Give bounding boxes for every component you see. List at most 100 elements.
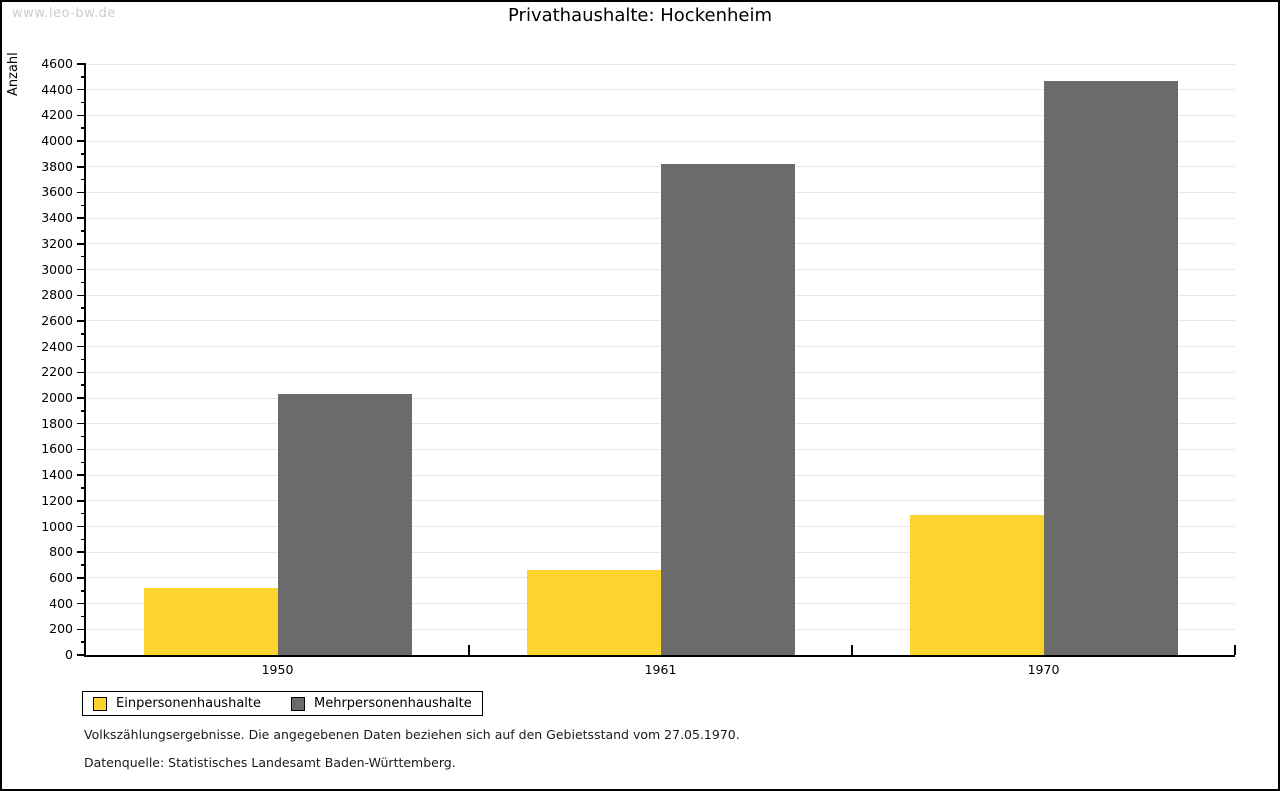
y-major-tick	[77, 294, 86, 296]
y-tick-label: 600	[49, 569, 73, 585]
legend-label: Mehrpersonenhaushalte	[314, 696, 472, 711]
y-major-tick	[77, 371, 86, 374]
y-tick-label: 3600	[41, 184, 73, 200]
y-tick-label: 2600	[41, 312, 73, 328]
gridline	[86, 114, 1235, 116]
legend-swatch-icon	[291, 696, 305, 711]
footnote-datenquelle: Datenquelle: Statistisches Landesamt Bad…	[84, 755, 456, 770]
x-tick-label-1950: 1950	[261, 662, 294, 677]
y-minor-tick	[81, 204, 86, 207]
y-minor-tick	[81, 153, 86, 155]
bar-mehrpersonenhaushalte-1970	[1043, 80, 1178, 655]
gridline	[86, 63, 1235, 65]
y-major-tick	[77, 88, 86, 91]
y-minor-tick	[81, 590, 86, 592]
y-major-tick	[77, 577, 86, 579]
y-major-tick	[77, 628, 86, 631]
y-minor-tick	[81, 384, 86, 386]
bar-mehrpersonenhaushalte-1950	[277, 394, 412, 655]
y-tick-label: 1800	[41, 415, 73, 431]
legend-entry: Einpersonenhaushalte	[93, 696, 261, 711]
y-major-tick	[77, 217, 86, 219]
y-tick-label: 200	[49, 621, 73, 637]
y-major-tick	[77, 114, 86, 117]
y-tick-label: 4400	[41, 81, 73, 97]
y-minor-tick	[81, 101, 86, 104]
y-major-tick	[77, 63, 86, 65]
bar-mehrpersonenhaushalte-1961	[660, 164, 795, 655]
x-tick-label-1970: 1970	[1027, 662, 1060, 677]
legend-swatch-icon	[93, 696, 107, 711]
y-tick-label: 2000	[41, 390, 73, 406]
y-axis-title: Anzahl	[6, 52, 21, 96]
y-minor-tick	[81, 333, 86, 335]
y-major-tick	[77, 602, 86, 605]
y-minor-tick	[81, 461, 86, 464]
y-major-tick	[77, 474, 86, 476]
y-minor-tick	[81, 538, 86, 541]
y-tick-label: 4200	[41, 107, 73, 123]
x-tick-label-1961: 1961	[644, 662, 677, 677]
gridline	[86, 140, 1235, 142]
y-tick-label: 800	[49, 544, 73, 560]
y-minor-tick	[81, 358, 86, 361]
y-minor-tick	[81, 564, 86, 566]
y-tick-label: 1000	[41, 518, 73, 534]
y-major-tick	[77, 525, 86, 528]
y-major-tick	[77, 422, 86, 425]
legend: Einpersonenhaushalte Mehrpersonenhaushalt…	[82, 691, 483, 716]
y-tick-label: 3000	[41, 261, 73, 277]
y-minor-tick	[81, 281, 86, 284]
y-major-tick	[77, 191, 86, 194]
x-boundary-tick	[1234, 645, 1236, 655]
bar-einpersonenhaushalte-1961	[526, 570, 661, 655]
footnote-gebietsstand: Volkszählungsergebnisse. Die angegebenen…	[84, 727, 740, 742]
y-minor-tick	[81, 487, 86, 489]
y-minor-tick	[81, 127, 86, 129]
chart-title: Privathaushalte: Hockenheim	[508, 5, 772, 26]
y-major-tick	[77, 268, 86, 271]
y-major-tick	[77, 166, 86, 168]
y-major-tick	[77, 140, 86, 142]
y-tick-label: 4000	[41, 133, 73, 149]
y-minor-tick	[81, 255, 86, 258]
y-tick-label: 0	[65, 647, 73, 662]
footer: Volkszählungsergebnisse. Die angegebenen…	[84, 727, 740, 783]
legend-entry: Mehrpersonenhaushalte	[291, 696, 472, 711]
y-tick-label: 400	[49, 595, 73, 611]
y-minor-tick	[81, 178, 86, 181]
bar-einpersonenhaushalte-1970	[909, 514, 1044, 655]
y-minor-tick	[81, 410, 86, 412]
y-major-tick	[77, 448, 86, 451]
y-tick-label: 3800	[41, 158, 73, 174]
x-boundary-tick	[468, 645, 470, 655]
bar-einpersonenhaushalte-1950	[143, 588, 278, 655]
y-minor-tick	[81, 512, 86, 515]
y-tick-label: 1600	[41, 441, 73, 457]
x-boundary-tick	[851, 645, 853, 655]
x-axis-line	[84, 655, 1235, 657]
y-minor-tick	[81, 230, 86, 232]
y-tick-label: 1400	[41, 467, 73, 483]
y-major-tick	[77, 500, 86, 502]
y-minor-tick	[81, 76, 86, 78]
legend-label: Einpersonenhaushalte	[116, 696, 261, 711]
y-minor-tick	[81, 641, 86, 643]
y-major-tick	[77, 243, 86, 245]
y-major-tick	[77, 345, 86, 348]
y-tick-label: 2400	[41, 338, 73, 354]
y-tick-label: 2200	[41, 364, 73, 380]
y-axis-line	[84, 64, 86, 657]
gridline	[86, 89, 1235, 91]
y-tick-label: 3200	[41, 235, 73, 251]
y-major-tick	[77, 654, 86, 656]
y-major-tick	[77, 551, 86, 553]
y-tick-label: 1200	[41, 492, 73, 508]
y-major-tick	[77, 320, 86, 322]
y-minor-tick	[81, 307, 86, 309]
y-tick-label: 3400	[41, 210, 73, 226]
y-tick-label: 4600	[41, 56, 73, 71]
y-minor-tick	[81, 435, 86, 438]
y-major-tick	[77, 397, 86, 399]
